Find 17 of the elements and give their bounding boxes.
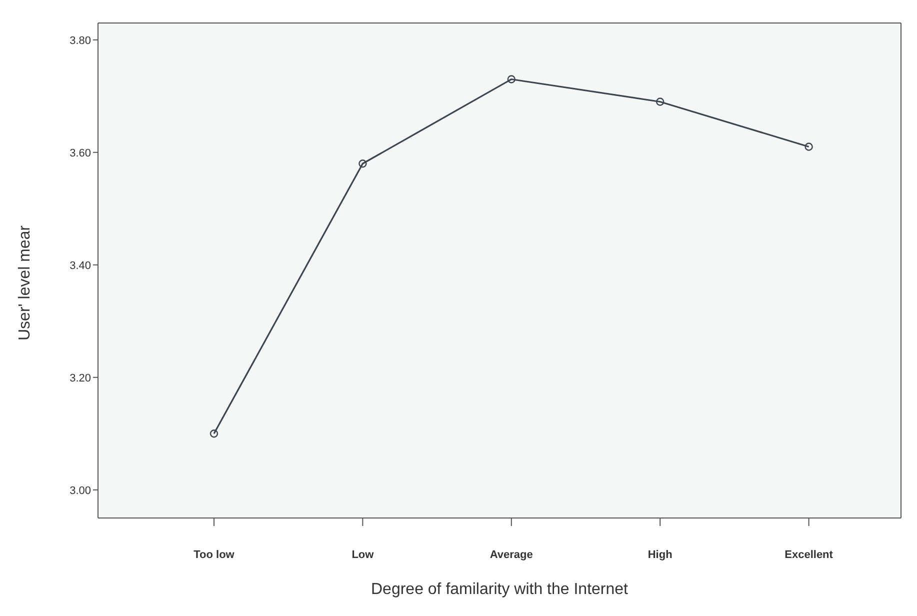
x-tick-label: Too low bbox=[194, 548, 235, 561]
y-axis-title: User' level mear bbox=[16, 224, 34, 340]
y-tick-label: 3.40 bbox=[70, 260, 91, 272]
y-tick-label: 3.60 bbox=[70, 147, 91, 160]
x-axis-title: Degree of familarity with the Internet bbox=[370, 581, 629, 598]
y-tick-label: 3.20 bbox=[70, 372, 91, 384]
x-tick-label: Low bbox=[352, 548, 374, 561]
y-tick-label: 3.80 bbox=[70, 34, 91, 47]
point bbox=[656, 98, 664, 106]
x-tick-label: High bbox=[648, 548, 673, 561]
point bbox=[507, 75, 516, 84]
point bbox=[804, 142, 813, 151]
x-tick-label: Average bbox=[490, 548, 533, 561]
point bbox=[358, 160, 367, 168]
x-tick-label: Excellent bbox=[784, 548, 834, 561]
point bbox=[210, 430, 218, 438]
y-tick-label: 3.00 bbox=[70, 484, 91, 497]
